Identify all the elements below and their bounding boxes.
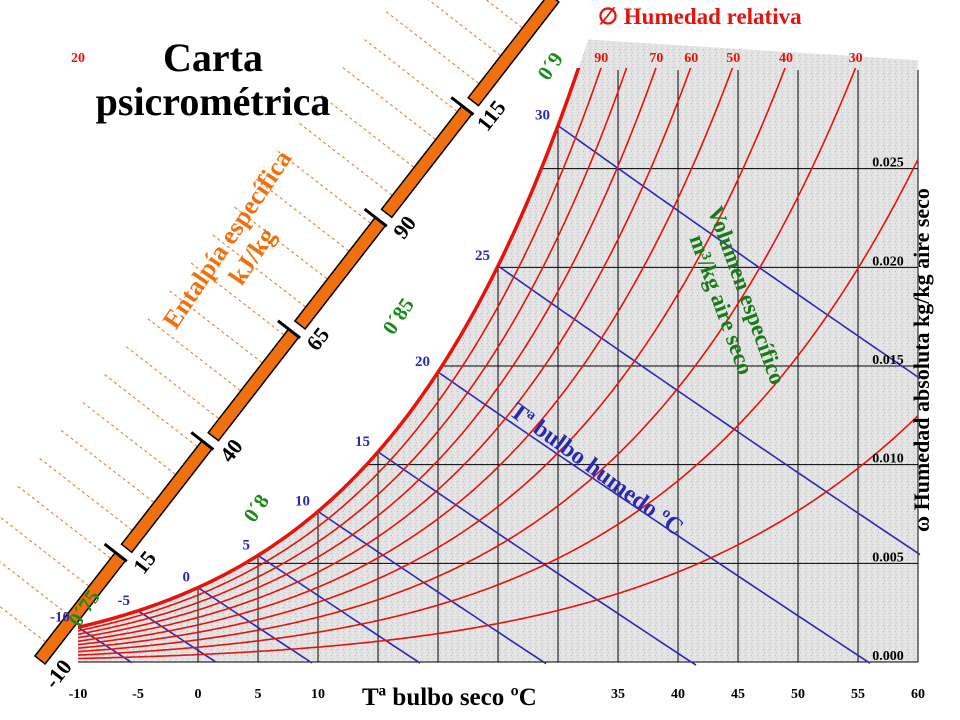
enthalpy-guide (427, 0, 501, 56)
x-tick-label: 5 (255, 687, 262, 702)
relative-humidity-lines (78, 68, 919, 660)
enthalpy-bar (293, 216, 387, 331)
rh-tick-label: 90 (594, 51, 608, 66)
enthalpy-bar (120, 439, 214, 554)
x-tick-label: 55 (851, 687, 865, 702)
rh-line (78, 68, 628, 636)
enthalpy-guide (340, 65, 436, 140)
specific-volume-tick-label: 0´8 (238, 490, 274, 527)
y-tick-label: 0.025 (872, 156, 904, 171)
rh-line (78, 68, 857, 653)
wet-bulb-line (257, 554, 421, 664)
wet-bulb-tick-label: 10 (295, 493, 310, 509)
wet-bulb-tick-label: 15 (355, 434, 370, 450)
wet-bulb-line (437, 371, 871, 664)
enthalpy-bar (207, 328, 300, 442)
rh-line (78, 415, 919, 660)
x-tick-label: -5 (132, 687, 144, 702)
wet-bulb-tick-label: 20 (415, 354, 430, 370)
enthalpy-guide (101, 372, 198, 447)
specific-volume-tick-label: 0´85 (377, 293, 418, 338)
wet-bulb-line (377, 451, 697, 666)
enthalpy-guide (361, 37, 458, 112)
enthalpy-guide (275, 149, 371, 224)
wet-bulb-line (557, 124, 920, 380)
enthalpy-step (450, 96, 475, 116)
rh-tick-label: 50 (726, 51, 740, 66)
rh-line (78, 68, 602, 632)
title-line-1: Carta (163, 35, 263, 80)
relative-humidity-title: ∅ Humedad relativa (598, 4, 802, 29)
y-tick-label: 0.010 (872, 452, 904, 467)
wet-bulb-tick-label: -10 (50, 609, 70, 625)
enthalpy-guide (383, 9, 479, 84)
x-axis-label: Tª bulbo seco ºC (362, 684, 537, 711)
x-tick-label: 10 (311, 687, 325, 702)
x-tick-label: 0 (195, 687, 202, 702)
y-tick-label: 0.020 (872, 254, 904, 269)
title-line-2: psicrométrica (95, 79, 331, 124)
chart-title: Carta psicrométrica (78, 36, 348, 124)
rh-line (78, 68, 581, 630)
rh-tick-label: 20 (71, 51, 85, 66)
enthalpy-step (363, 207, 388, 228)
wet-bulb-tick-label: 30 (535, 108, 550, 124)
wet-bulb-line (497, 265, 920, 556)
enthalpy-guide (231, 204, 328, 280)
rh-tick-label: 30 (849, 51, 863, 66)
enthalpy-guide (188, 260, 284, 336)
enthalpy-guide (0, 516, 89, 587)
enthalpy-bar (467, 0, 560, 107)
wet-bulb-tick-label: 25 (475, 248, 490, 264)
x-tick-label: 35 (611, 687, 625, 702)
wet-bulb-line (317, 510, 547, 665)
enthalpy-guide (318, 93, 414, 168)
enthalpy-guide (296, 121, 393, 196)
enthalpy-bar (380, 104, 474, 219)
rh-line (78, 68, 786, 649)
x-tick-label: 50 (791, 687, 805, 702)
rh-line (78, 68, 692, 642)
enthalpy-guide (36, 456, 133, 531)
x-tick-label: 40 (671, 687, 685, 702)
enthalpy-step (190, 431, 215, 451)
x-tick-label: -10 (69, 687, 88, 702)
rh-line (78, 158, 919, 656)
enthalpy-guide (253, 176, 349, 252)
grid (78, 70, 919, 663)
enthalpy-step (277, 319, 301, 340)
rh-line (78, 68, 734, 646)
enthalpy-guide (485, 0, 523, 28)
enthalpy-guide (145, 316, 241, 391)
enthalpy-guide-lines (0, 0, 544, 643)
y-axis-label: ω Humedad absoluta kg/kg aire seco (909, 188, 934, 532)
x-tick-label: 45 (731, 687, 745, 702)
wet-bulb-line (197, 586, 313, 664)
rh-tick-label: 60 (684, 51, 698, 66)
y-tick-label: 0.000 (872, 649, 904, 664)
y-tick-label: 0.005 (872, 550, 904, 565)
enthalpy-guide (15, 484, 111, 559)
wet-bulb-tick-label: 0 (183, 570, 191, 586)
rh-tick-label: 70 (649, 51, 663, 66)
enthalpy-step (103, 542, 128, 563)
y-tick-label: 0.015 (872, 353, 904, 368)
rh-tick-label: 40 (779, 51, 793, 66)
enthalpy-guide (123, 344, 219, 419)
x-tick-label: 60 (911, 687, 925, 702)
specific-volume-tick-label: 0´9 (532, 48, 568, 85)
wet-bulb-tick-label: -5 (118, 593, 131, 609)
wet-bulb-tick-label: 5 (243, 537, 251, 553)
enthalpy-guide (80, 400, 176, 475)
enthalpy-guide (0, 605, 46, 643)
enthalpy-guide (58, 428, 154, 503)
enthalpy-guide (0, 561, 68, 615)
enthalpy-guide (210, 232, 306, 308)
rh-line (78, 68, 657, 639)
enthalpy-guide (166, 288, 263, 363)
